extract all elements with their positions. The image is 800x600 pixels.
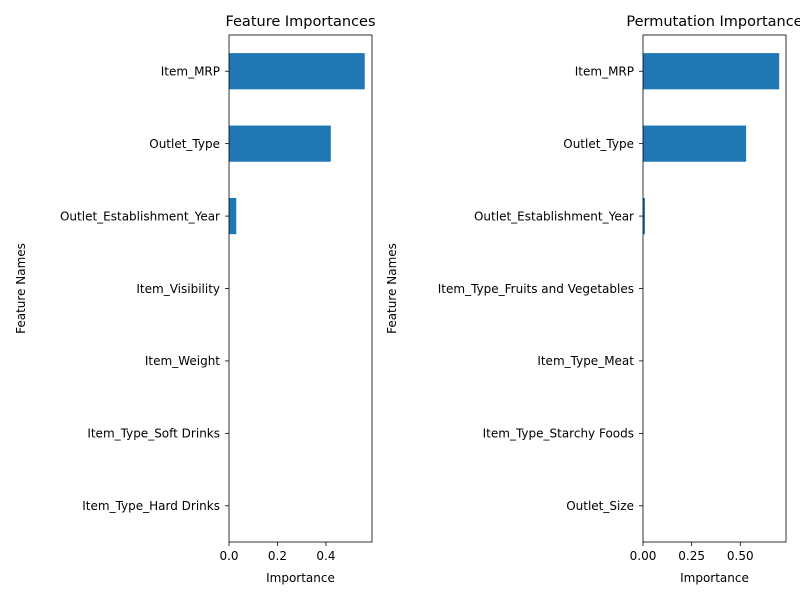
y-tick-label: Item_Type_Fruits and Vegetables bbox=[438, 282, 634, 296]
bar-outlet-establishment-year bbox=[229, 197, 237, 235]
y-tick-label: Item_Type_Hard Drinks bbox=[82, 499, 220, 513]
x-tick-label: 0.25 bbox=[678, 549, 705, 563]
x-tick-label: 0.2 bbox=[268, 549, 287, 563]
bar-outlet-type bbox=[643, 125, 747, 162]
bar-item-mrp bbox=[643, 53, 780, 90]
y-tick-label: Outlet_Establishment_Year bbox=[474, 209, 634, 223]
bar-outlet-type bbox=[229, 125, 331, 162]
y-tick-label: Item_MRP bbox=[575, 65, 634, 79]
y-tick-label: Item_Type_Soft Drinks bbox=[87, 427, 220, 441]
x-tick-label: 0.0 bbox=[219, 549, 238, 563]
axes-frame bbox=[642, 34, 787, 543]
y-axis-label: Feature Names bbox=[14, 243, 28, 334]
permutation-importance-panel: Item_MRP Outlet_Type Outlet_Establishment_… bbox=[385, 14, 800, 585]
x-tick-label: 0.00 bbox=[630, 549, 657, 563]
x-axis-label: Importance bbox=[266, 571, 335, 585]
chart-title: Feature Importances bbox=[225, 14, 375, 30]
y-tick-label: Item_MRP bbox=[161, 65, 220, 79]
y-tick-label: Outlet_Size bbox=[566, 499, 634, 513]
y-tick-label: Item_Type_Meat bbox=[537, 354, 634, 368]
y-tick-label: Item_Visibility bbox=[136, 282, 220, 296]
axes-frame bbox=[228, 34, 373, 543]
y-tick-label: Item_Weight bbox=[145, 354, 220, 368]
y-tick-label: Item_Type_Starchy Foods bbox=[483, 427, 634, 441]
x-axis-label: Importance bbox=[680, 571, 749, 585]
x-tick-label: 0.4 bbox=[316, 549, 335, 563]
bar-outlet-establishment-year bbox=[643, 197, 645, 235]
y-tick-label: Outlet_Type bbox=[149, 137, 220, 151]
y-tick-label: Outlet_Type bbox=[563, 137, 634, 151]
x-tick-label: 0.50 bbox=[727, 549, 754, 563]
chart-title: Permutation Importance bbox=[626, 14, 800, 30]
feature-importances-panel: Item_MRP Outlet_Type Outlet_Establishment_… bbox=[14, 14, 376, 585]
y-tick-label: Outlet_Establishment_Year bbox=[60, 209, 220, 223]
bar-item-mrp bbox=[229, 53, 365, 90]
y-axis-label: Feature Names bbox=[385, 243, 399, 334]
